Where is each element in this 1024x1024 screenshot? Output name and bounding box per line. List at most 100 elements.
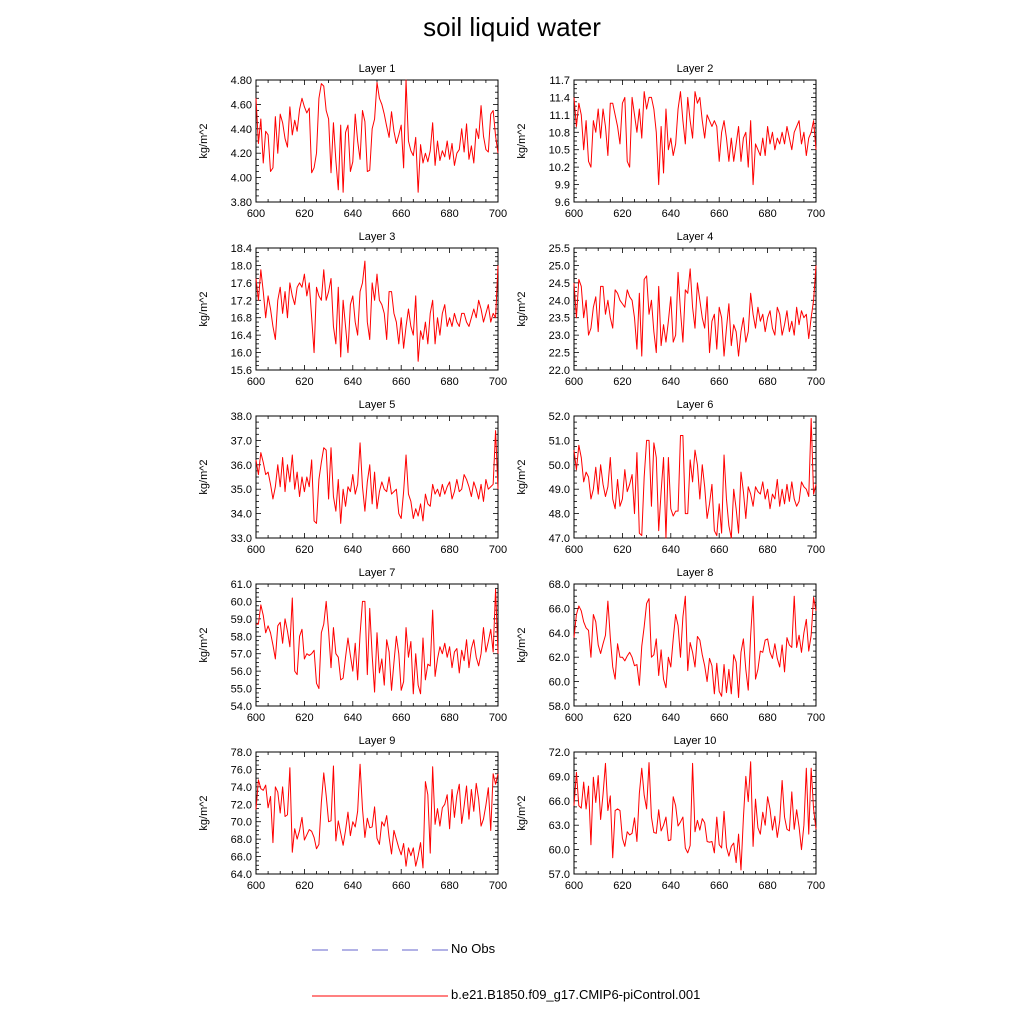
y-tick-label: 66.0: [549, 603, 570, 615]
y-tick-label: 60.0: [231, 596, 252, 608]
y-tick-label: 76.0: [231, 764, 252, 776]
y-tick-label: 50.0: [549, 460, 570, 472]
y-tick-label: 48.0: [549, 509, 570, 521]
chart-panel-layer-7: Layer 7 kg/m^2 600 620 640 660 680 700 54.0 55.0 5…: [198, 567, 507, 724]
y-tick-label: 78.0: [231, 747, 252, 759]
x-tick-label: 660: [392, 712, 410, 724]
x-tick-label: 660: [710, 712, 728, 724]
x-tick-label: 680: [440, 880, 458, 892]
x-tick-label: 700: [489, 712, 507, 724]
x-tick-label: 640: [344, 544, 362, 556]
y-tick-label: 16.8: [231, 313, 252, 325]
y-tick-label: 35.0: [231, 484, 252, 496]
panel-title: Layer 9: [359, 735, 396, 747]
x-tick-label: 620: [295, 544, 313, 556]
x-tick-label: 700: [807, 880, 825, 892]
page-title: soil liquid water: [423, 12, 601, 42]
x-tick-label: 660: [710, 376, 728, 388]
series-line-model: [255, 260, 499, 362]
x-tick-label: 600: [565, 544, 583, 556]
series-line-model: [256, 588, 499, 695]
series-line-model: [255, 79, 499, 193]
series-line-model: [255, 430, 499, 524]
series-line-model: [573, 595, 817, 698]
x-tick-label: 640: [662, 880, 680, 892]
y-axis-label: kg/m^2: [516, 795, 528, 830]
y-tick-label: 70.0: [231, 817, 252, 829]
y-tick-label: 23.5: [549, 313, 570, 325]
y-tick-label: 16.4: [231, 330, 252, 342]
x-tick-label: 700: [807, 208, 825, 220]
y-tick-label: 54.0: [231, 701, 252, 713]
y-tick-label: 11.4: [549, 92, 570, 104]
y-tick-label: 17.6: [231, 278, 252, 290]
series-line-model: [573, 761, 817, 871]
y-tick-label: 59.0: [231, 614, 252, 626]
x-tick-label: 680: [758, 712, 776, 724]
plot-frame: [573, 415, 817, 539]
y-tick-label: 36.0: [231, 460, 252, 472]
x-tick-label: 660: [392, 208, 410, 220]
y-axis-label: kg/m^2: [198, 795, 210, 830]
y-axis-label: kg/m^2: [198, 627, 210, 662]
y-tick-label: 63.0: [549, 820, 570, 832]
x-tick-label: 660: [392, 880, 410, 892]
plot-frame: [255, 751, 499, 875]
x-tick-label: 680: [758, 208, 776, 220]
chart-panel-layer-5: Layer 5 kg/m^2 600 620 640 660 680 700 33.0 34.0 3…: [198, 399, 507, 556]
series-line-model: [573, 265, 817, 357]
y-tick-label: 72.0: [231, 799, 252, 811]
y-tick-label: 66.0: [549, 796, 570, 808]
y-tick-label: 60.0: [549, 677, 570, 689]
plot-frame: [255, 247, 499, 371]
y-tick-label: 57.0: [549, 869, 570, 881]
x-tick-label: 600: [565, 712, 583, 724]
x-tick-label: 640: [662, 712, 680, 724]
x-tick-label: 640: [662, 376, 680, 388]
y-tick-label: 3.80: [231, 197, 252, 209]
y-tick-label: 22.0: [549, 365, 570, 377]
y-tick-label: 4.20: [231, 148, 252, 160]
x-tick-label: 680: [440, 208, 458, 220]
x-tick-label: 660: [710, 544, 728, 556]
chart-panel-layer-9: Layer 9 kg/m^2 600 620 640 660 680 700 64.0 66.0 6…: [198, 735, 507, 892]
x-tick-label: 680: [758, 880, 776, 892]
y-tick-label: 11.1: [549, 110, 570, 122]
panel-title: Layer 10: [674, 735, 717, 747]
y-tick-label: 49.0: [549, 484, 570, 496]
x-tick-label: 600: [247, 208, 265, 220]
x-tick-label: 640: [344, 208, 362, 220]
x-tick-label: 680: [440, 376, 458, 388]
x-tick-label: 640: [344, 712, 362, 724]
y-tick-label: 24.0: [549, 295, 570, 307]
x-tick-label: 680: [758, 376, 776, 388]
x-tick-label: 600: [247, 712, 265, 724]
x-tick-label: 620: [613, 712, 631, 724]
series-line-model: [573, 417, 817, 539]
y-tick-label: 23.0: [549, 330, 570, 342]
y-tick-label: 11.7: [549, 75, 570, 87]
y-tick-label: 25.5: [549, 243, 570, 255]
y-tick-label: 58.0: [231, 631, 252, 643]
chart-panel-layer-8: Layer 8 kg/m^2 600 620 640 660 680 700 58.0 60.0 6…: [516, 567, 825, 724]
x-tick-label: 600: [565, 376, 583, 388]
y-tick-label: 9.6: [555, 197, 570, 209]
y-tick-label: 10.2: [549, 162, 570, 174]
chart-panel-layer-2: Layer 2 kg/m^2 600 620 640 660 680 700 9.6 9.9 10.…: [516, 63, 825, 220]
plot-frame: [573, 247, 817, 371]
x-tick-label: 660: [710, 208, 728, 220]
y-tick-label: 18.4: [231, 243, 252, 255]
y-tick-label: 68.0: [549, 579, 570, 591]
y-tick-label: 72.0: [549, 747, 570, 759]
x-tick-label: 620: [613, 376, 631, 388]
y-axis-label: kg/m^2: [516, 627, 528, 662]
y-tick-label: 57.0: [231, 649, 252, 661]
chart-panel-layer-6: Layer 6 kg/m^2 600 620 640 660 680 700 47.0 48.0 4…: [516, 399, 825, 556]
y-tick-label: 4.60: [231, 99, 252, 111]
y-tick-label: 60.0: [549, 845, 570, 857]
x-tick-label: 700: [807, 544, 825, 556]
plot-frame: [573, 583, 817, 707]
x-tick-label: 620: [295, 208, 313, 220]
y-axis-label: kg/m^2: [516, 459, 528, 494]
x-tick-label: 680: [440, 544, 458, 556]
